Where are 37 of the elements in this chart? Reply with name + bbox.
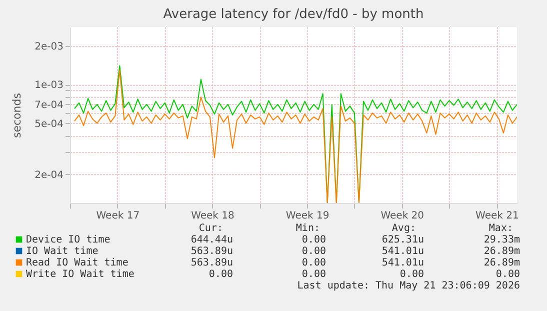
x-tick-label: Week 17 — [96, 210, 140, 222]
x-tick-label: Week 21 — [476, 210, 519, 222]
text: Min: — [296, 223, 320, 234]
text: 563.89u — [190, 258, 233, 268]
y-tick-label: 5e-04 — [34, 118, 64, 130]
legend-label: IO Wait time — [26, 246, 98, 257]
legend-label: Write IO Wait time — [26, 269, 134, 280]
text: 0.00 — [208, 269, 233, 280]
chart-title: Average latency for /dev/fd0 - by month — [163, 7, 424, 22]
text: 26.89m — [484, 258, 520, 268]
text: Avg: — [392, 223, 416, 234]
text: 563.89u — [190, 246, 233, 257]
text: 29.33m — [484, 234, 520, 246]
x-tick-label: Week 18 — [191, 210, 234, 222]
text: 26.89m — [484, 246, 520, 257]
text: 625.31u — [382, 234, 424, 246]
text: 0.00 — [302, 234, 326, 246]
text: 0.00 — [496, 269, 520, 280]
y-tick-label: 2e-04 — [34, 170, 64, 181]
text: Max: — [488, 223, 513, 234]
y-tick-label: 2e-03 — [34, 41, 64, 52]
text: 541.01u — [382, 246, 424, 257]
x-tick-label: Week 19 — [286, 210, 330, 222]
x-tick-label: Week 20 — [380, 210, 424, 222]
y-axis-title: seconds — [10, 92, 24, 138]
text: 644.44u — [190, 234, 233, 246]
text: 541.01u — [382, 258, 424, 268]
text: 0.00 — [302, 246, 326, 257]
text: 0.00 — [302, 258, 326, 268]
text: 0.00 — [400, 269, 424, 280]
y-tick-label: 7e-04 — [34, 100, 64, 111]
legend-label: Read IO Wait time — [26, 258, 128, 268]
y-tick-label: 1e-03 — [34, 80, 64, 92]
text: Last update: Thu May 21 23:06:09 2026 — [297, 280, 520, 292]
text: Cur: — [198, 223, 223, 234]
legend-label: Device IO time — [26, 234, 110, 246]
text: 0.00 — [302, 269, 326, 280]
